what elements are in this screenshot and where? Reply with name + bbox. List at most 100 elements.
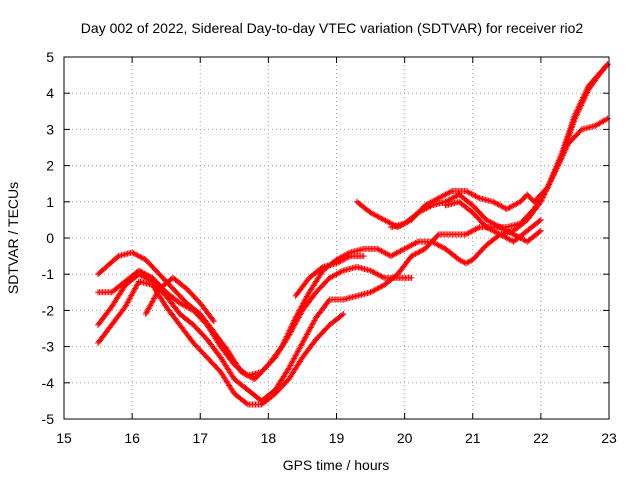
plus-marker xyxy=(554,160,561,167)
plus-marker xyxy=(486,218,493,225)
plus-marker xyxy=(494,222,501,229)
plus-marker xyxy=(549,172,556,179)
x-tick-label: 21 xyxy=(465,430,481,446)
plus-marker xyxy=(576,103,583,110)
plus-marker xyxy=(545,181,552,188)
y-tick-label: 1 xyxy=(46,194,54,210)
plus-marker xyxy=(377,284,384,291)
plus-marker xyxy=(439,193,446,200)
x-axis-label: GPS time / hours xyxy=(283,457,390,473)
plus-marker xyxy=(141,274,148,281)
plus-marker xyxy=(438,243,445,250)
plus-marker xyxy=(434,195,441,202)
plus-marker xyxy=(368,210,375,217)
plus-marker xyxy=(131,250,138,257)
plus-marker xyxy=(382,250,389,257)
plus-marker xyxy=(396,248,403,255)
plus-marker xyxy=(484,224,491,231)
plus-marker xyxy=(513,200,520,207)
plus-marker xyxy=(460,258,467,265)
plus-marker xyxy=(552,165,559,172)
plus-marker xyxy=(550,170,557,177)
x-tick-label: 17 xyxy=(192,430,208,446)
plus-marker xyxy=(490,220,497,227)
plus-marker xyxy=(544,184,551,191)
plus-marker xyxy=(405,243,412,250)
plus-marker xyxy=(490,198,497,205)
plus-marker xyxy=(371,287,378,294)
plus-marker xyxy=(375,246,382,253)
plus-marker xyxy=(557,154,564,161)
plus-marker xyxy=(243,400,250,407)
plus-marker xyxy=(402,245,409,252)
plus-marker xyxy=(343,255,350,262)
plus-marker xyxy=(401,245,408,252)
plus-marker xyxy=(378,283,385,290)
plus-marker xyxy=(386,219,393,226)
plus-marker xyxy=(130,250,137,257)
plus-marker xyxy=(546,179,553,186)
plus-marker xyxy=(505,235,512,242)
plus-marker xyxy=(575,104,582,111)
plus-marker xyxy=(183,303,190,310)
plus-marker xyxy=(582,88,589,95)
plus-marker xyxy=(464,188,471,195)
plus-marker xyxy=(437,194,444,201)
plus-marker xyxy=(510,231,517,238)
plus-marker xyxy=(582,90,589,97)
plus-marker xyxy=(377,247,384,254)
plus-marker xyxy=(326,274,333,281)
plus-marker xyxy=(581,91,588,98)
plus-marker xyxy=(547,178,554,185)
plus-marker xyxy=(501,204,508,211)
plus-marker xyxy=(437,242,444,249)
plus-marker xyxy=(374,285,381,292)
plus-marker xyxy=(415,249,422,256)
plus-marker xyxy=(552,166,559,173)
plus-marker xyxy=(388,253,394,260)
plus-marker xyxy=(176,300,183,307)
plus-marker xyxy=(416,248,423,255)
x-tick-label: 16 xyxy=(124,430,140,446)
plus-marker xyxy=(509,230,516,237)
plus-marker xyxy=(373,212,380,219)
plus-marker xyxy=(578,98,585,105)
plus-marker xyxy=(553,162,560,169)
plus-marker xyxy=(426,203,433,210)
plus-marker xyxy=(475,194,482,201)
y-tick-label: -5 xyxy=(42,411,55,427)
x-tick-label: 18 xyxy=(261,430,277,446)
plus-marker xyxy=(445,190,452,197)
plus-marker xyxy=(393,250,400,257)
plus-marker xyxy=(142,274,149,281)
plus-marker xyxy=(344,254,351,261)
plus-marker xyxy=(473,225,480,232)
plus-marker xyxy=(378,248,385,255)
plus-marker xyxy=(580,93,587,100)
plus-marker xyxy=(495,223,502,230)
plus-marker xyxy=(520,236,527,243)
y-axis-ticks: -5 -4 -3 -2 -1 0 1 2 3 4 5 xyxy=(42,49,609,427)
plus-marker xyxy=(377,272,384,279)
plus-marker xyxy=(409,252,416,259)
plus-marker xyxy=(334,270,341,277)
plus-marker xyxy=(334,259,341,266)
plus-marker xyxy=(499,232,506,239)
plus-marker xyxy=(133,251,140,258)
plus-marker xyxy=(488,219,495,226)
plus-marker xyxy=(486,225,493,232)
plus-marker xyxy=(467,190,474,197)
plus-marker xyxy=(442,191,449,198)
plus-marker xyxy=(447,188,454,195)
plus-marker xyxy=(497,224,503,231)
plus-marker xyxy=(411,251,418,258)
plus-marker xyxy=(382,217,389,224)
plus-marker xyxy=(495,230,502,237)
plus-marker xyxy=(129,249,136,256)
plus-marker xyxy=(487,226,494,233)
plus-marker xyxy=(469,227,476,234)
plus-marker xyxy=(464,259,471,266)
plus-marker xyxy=(385,219,392,226)
plus-marker xyxy=(416,208,423,215)
plus-marker xyxy=(497,202,503,209)
